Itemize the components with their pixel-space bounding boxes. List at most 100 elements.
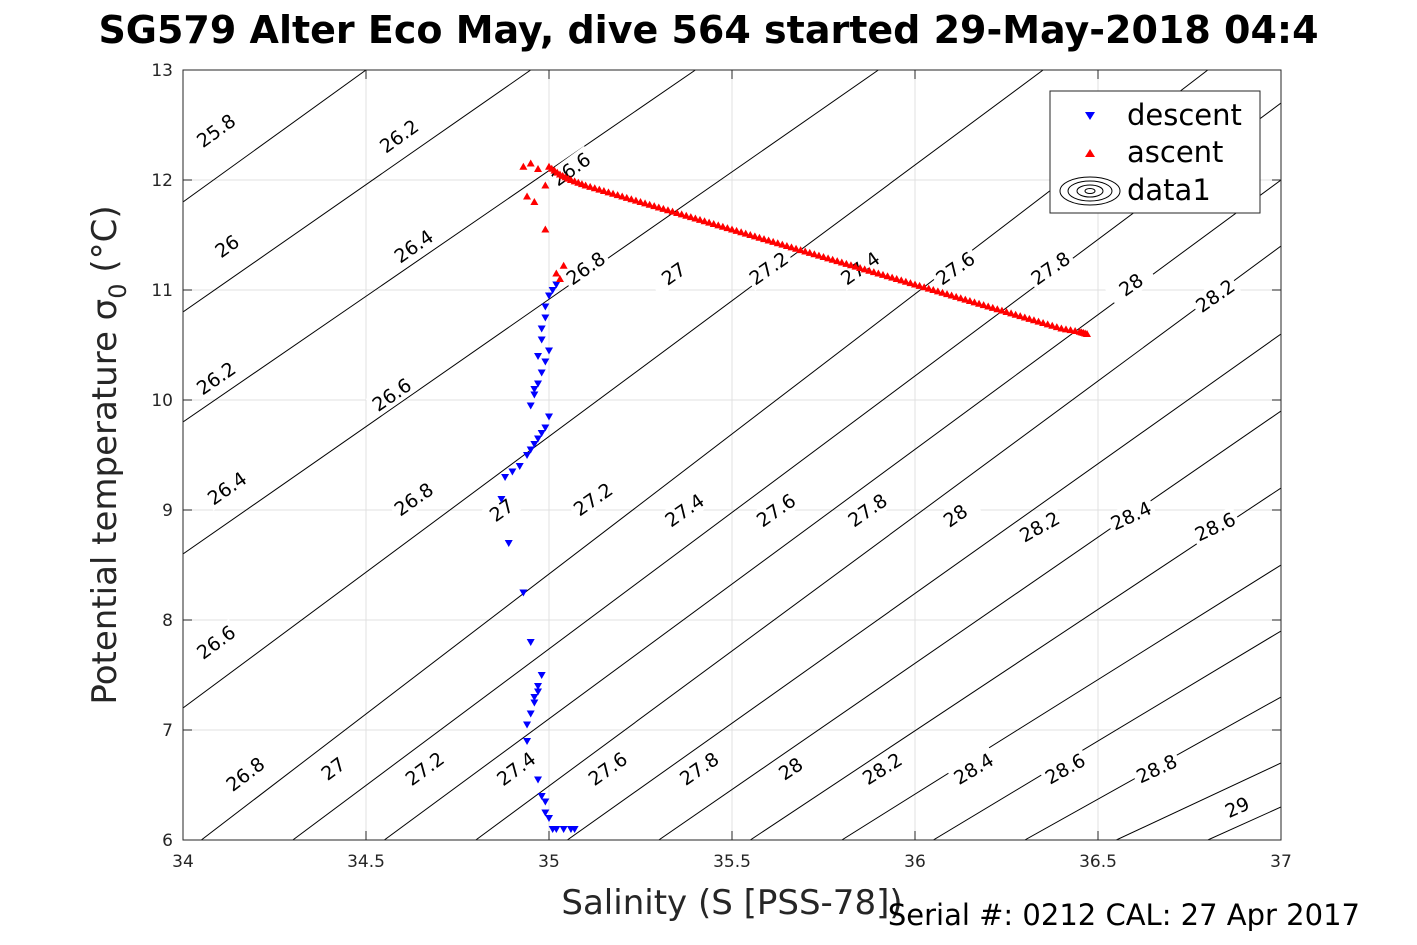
descent-point (541, 358, 550, 366)
descent-point (545, 413, 553, 421)
ascent-point (659, 204, 668, 212)
contour-label-bg (373, 113, 425, 159)
descent-point (508, 468, 517, 476)
ascent-series (519, 159, 1092, 337)
ascent-point (1034, 317, 1043, 325)
contour-label-bg (1189, 272, 1242, 319)
ascent-point (814, 251, 823, 259)
contour-line (183, 70, 696, 423)
ascent-point (552, 269, 561, 277)
descent-point (523, 738, 532, 745)
ascent-point (663, 206, 672, 214)
descent-point (534, 776, 543, 784)
descent-point (552, 281, 561, 289)
contour-label-bg (1038, 747, 1092, 790)
ascent-point (526, 159, 535, 167)
contour-line (1116, 762, 1281, 840)
contour-label-bg (1104, 495, 1158, 536)
ascent-point (837, 258, 846, 266)
ascent-point (673, 209, 682, 216)
y-tick-label: 7 (162, 721, 173, 741)
ascent-point (631, 196, 640, 204)
ascent-point (888, 273, 897, 281)
contour-label-bg (658, 487, 711, 533)
ascent-point (828, 255, 837, 263)
ascent-point (691, 214, 700, 222)
ascent-point (1039, 319, 1048, 326)
x-tick-label: 34.5 (347, 852, 385, 872)
ascent-point (627, 195, 636, 203)
contour-label-bg (764, 746, 817, 791)
descent-point (545, 347, 553, 355)
ascent-point (782, 242, 791, 249)
ascent-point (933, 287, 942, 295)
ascent-point (819, 253, 828, 260)
ascent-point (1052, 323, 1061, 331)
descent-point (570, 826, 579, 833)
ascent-point (943, 290, 952, 298)
descent-point (534, 380, 543, 388)
contour-label-bg (566, 476, 619, 522)
contour-label-bg (387, 223, 440, 269)
contour-label-bg (190, 107, 242, 154)
ascent-point (892, 275, 901, 282)
ascent-point (1071, 326, 1080, 334)
descent-point (534, 435, 543, 443)
contour-label-bg (398, 745, 451, 792)
ascent-point (975, 299, 984, 307)
contour-label-bg (490, 745, 542, 792)
ascent-point (1029, 316, 1038, 324)
ascent-point (897, 276, 906, 284)
x-tick-label: 36 (904, 852, 926, 872)
axis-ticks: 34 34.5 35 35.5 36 36.5 37 6 7 8 9 10 11 12 13 (151, 61, 1291, 872)
ascent-point (760, 235, 769, 243)
descent-point (523, 452, 532, 459)
descent-point (541, 798, 550, 806)
contour-label-bg (1130, 748, 1183, 789)
contour-label-bg (200, 223, 253, 269)
ascent-point (613, 191, 622, 199)
descent-point (541, 314, 550, 322)
descent-point (530, 699, 539, 707)
contour-label-bg (387, 476, 440, 522)
descent-point (541, 809, 550, 817)
ascent-point (993, 305, 1002, 313)
ascent-point (833, 257, 842, 265)
ascent-point (654, 203, 663, 211)
ascent-point (1016, 312, 1025, 320)
ascent-point (595, 185, 604, 193)
contour-line (475, 245, 1281, 840)
contour-label-bg (929, 492, 982, 539)
ascent-point (682, 211, 691, 219)
x-tick-label: 36.5 (1079, 852, 1117, 872)
contour-label-bg (200, 465, 253, 511)
descent-point (545, 815, 553, 822)
ascent-point (622, 193, 631, 201)
ascent-point (961, 295, 970, 303)
ascent-point (541, 225, 550, 233)
contour-line (1207, 806, 1281, 840)
ascent-point (750, 232, 759, 240)
ascent-point (586, 182, 595, 190)
ascent-point (1002, 308, 1011, 315)
contour-label-bg (219, 750, 271, 798)
ascent-point (979, 301, 988, 309)
ascent-point (851, 262, 860, 270)
ascent-point (773, 239, 782, 247)
ascent-point (590, 184, 599, 192)
ascent-point (1020, 313, 1029, 321)
ascent-point (1043, 320, 1052, 328)
contour-label-bg (1210, 787, 1264, 827)
descent-point (526, 446, 535, 454)
ascent-point (650, 202, 659, 210)
contour-label-bg (841, 487, 894, 533)
ascent-point (883, 272, 892, 280)
ascent-point (920, 283, 929, 291)
contour-label-bg (545, 146, 597, 192)
ascent-point (878, 270, 887, 278)
contour-label-bg (855, 746, 909, 791)
contour-label-bg (1013, 505, 1066, 548)
ascent-point (741, 229, 750, 237)
descent-point (534, 688, 543, 696)
contour-label-bg (307, 745, 359, 792)
